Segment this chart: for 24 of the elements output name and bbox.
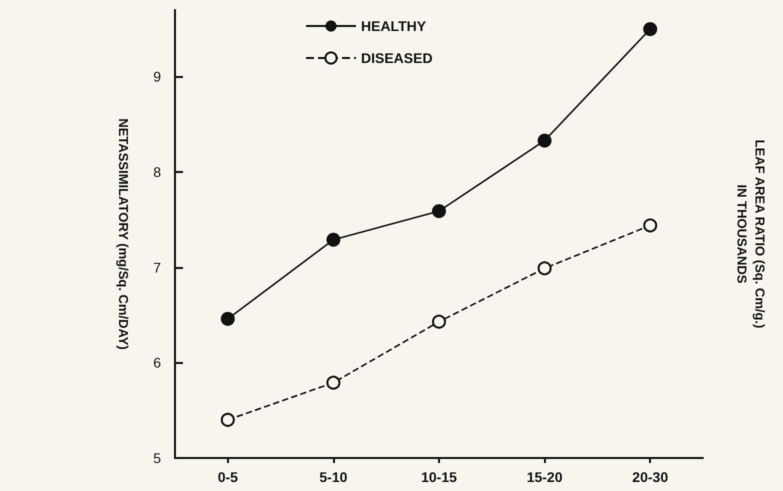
x-tick-label: 20-30 bbox=[632, 469, 668, 485]
point bbox=[643, 22, 658, 36]
x-tick-label: 15-20 bbox=[526, 469, 563, 485]
point bbox=[432, 204, 446, 218]
y-tick-label: 6 bbox=[153, 354, 162, 371]
y-tick-label: 8 bbox=[153, 164, 162, 180]
point bbox=[326, 232, 340, 247]
y-axis-title: NETASSIMILATORY (mg/Sq. Cm/DAY) bbox=[116, 118, 131, 350]
x-tick-label: 0-5 bbox=[218, 469, 238, 485]
point bbox=[432, 314, 446, 329]
point bbox=[538, 261, 552, 276]
x-tick-label: 5-10 bbox=[319, 469, 348, 485]
point bbox=[538, 134, 552, 148]
y-tick-label: 5 bbox=[153, 450, 162, 466]
point bbox=[326, 376, 340, 390]
point bbox=[220, 412, 235, 427]
point bbox=[220, 312, 235, 326]
point bbox=[643, 218, 658, 232]
y2-axis-title: LEAF AREA RATIO (Sq. Cm/g.) IN THOUSANDS bbox=[734, 140, 768, 328]
legend-label: DISEASED bbox=[361, 50, 433, 66]
y-tick-label: 7 bbox=[153, 259, 162, 276]
x-tick-label: 10-15 bbox=[421, 469, 458, 485]
y-tick-label: 9 bbox=[153, 68, 162, 85]
legend-label: HEALTHY bbox=[361, 18, 427, 34]
